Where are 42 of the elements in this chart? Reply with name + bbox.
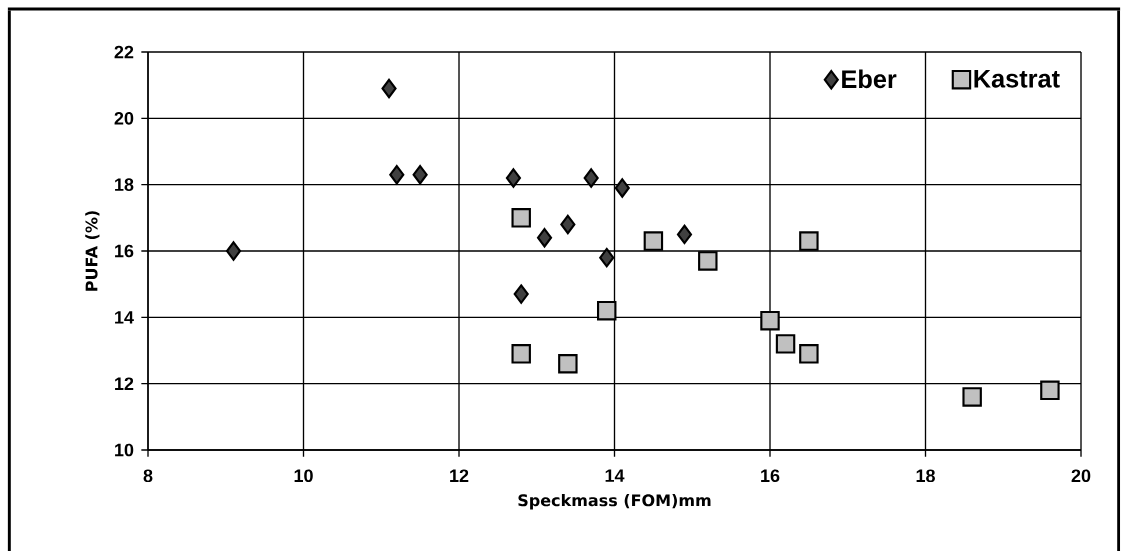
point xyxy=(596,300,617,321)
point xyxy=(643,231,664,251)
y-tick-label: 12 xyxy=(115,377,134,390)
point xyxy=(389,164,405,185)
point xyxy=(583,168,599,188)
y-tick-label: 20 xyxy=(114,111,134,125)
x-tick-label: 8 xyxy=(143,469,153,483)
point xyxy=(412,164,428,185)
point xyxy=(511,208,531,228)
y-tick-label: 14 xyxy=(115,311,134,324)
point xyxy=(676,224,693,245)
point xyxy=(799,344,819,364)
y-axis-title: PUFA (%) xyxy=(85,211,100,291)
point xyxy=(614,178,630,198)
x-tick-label: 10 xyxy=(294,469,313,483)
x-tick-label: 20 xyxy=(1071,469,1091,483)
point xyxy=(536,228,553,248)
point xyxy=(558,354,578,374)
point xyxy=(760,310,780,331)
point xyxy=(505,168,521,188)
y-tick-label: 22 xyxy=(114,45,134,59)
x-tick-label: 12 xyxy=(450,469,469,482)
x-axis-title: Speckmass (FOM)mm xyxy=(518,493,711,510)
point xyxy=(381,78,397,99)
point xyxy=(962,387,982,407)
point xyxy=(511,344,531,364)
x-tick-label: 18 xyxy=(916,469,935,483)
legend-label: Eber xyxy=(842,69,897,89)
point xyxy=(225,241,242,261)
y-tick-label: 16 xyxy=(115,244,134,258)
point xyxy=(599,247,615,268)
point xyxy=(1040,380,1060,401)
point xyxy=(698,251,718,271)
y-tick-label: 18 xyxy=(115,178,134,192)
point xyxy=(513,284,529,304)
point xyxy=(775,334,796,354)
y-tick-label: 10 xyxy=(115,443,134,457)
legend-label: Kastrat xyxy=(974,70,1060,88)
point xyxy=(799,231,819,251)
x-tick-label: 14 xyxy=(605,469,625,482)
point xyxy=(560,214,576,235)
x-tick-label: 16 xyxy=(761,469,780,483)
